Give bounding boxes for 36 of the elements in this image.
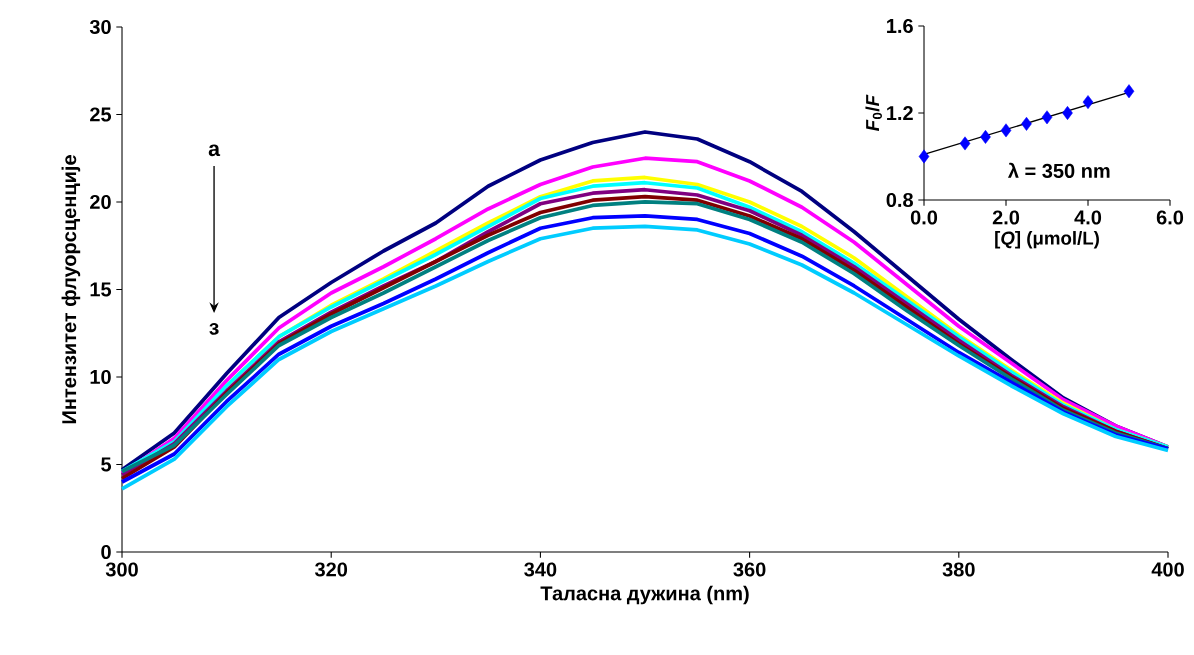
point: [1021, 116, 1032, 131]
y-tick-label: 0.8: [886, 192, 913, 208]
x-tick-label: 300: [105, 562, 138, 577]
y-tick-label: 1.2: [887, 106, 913, 120]
x-axis-title: [Q] (μmol/L): [995, 231, 1099, 249]
x-tick-label: 380: [942, 562, 975, 577]
point: [980, 129, 991, 144]
x-tick-label: 6.0: [1156, 210, 1184, 225]
y-tick-label: 5: [101, 457, 112, 472]
annotation: λ = 350 nm: [1007, 162, 1110, 179]
point: [1123, 84, 1135, 99]
annotation: з: [209, 323, 219, 335]
y-axis-title: F$_{0}$/F: [865, 94, 882, 132]
x-tick-label: 320: [314, 562, 348, 577]
x-tick-label: 2.0: [992, 210, 1020, 225]
point: [1041, 110, 1053, 125]
y-axis-title: Интензитет флуорсценције: [61, 155, 81, 424]
x-tick-label: 4.0: [1074, 210, 1102, 225]
y-tick-label: 1.6: [887, 18, 913, 34]
x-tick-label: 360: [733, 562, 766, 577]
x-tick-label: 400: [1151, 562, 1184, 577]
point: [1000, 123, 1012, 138]
y-tick-label: 15: [90, 282, 112, 297]
y-tick-label: 10: [90, 369, 111, 385]
point: [1082, 95, 1094, 110]
y-tick-label: 0: [101, 544, 111, 560]
x-tick-label: 0.0: [910, 210, 938, 225]
point: [959, 136, 971, 151]
y-tick-label: 30: [89, 19, 111, 35]
annotation: а: [208, 144, 221, 157]
y-tick-label: 20: [90, 194, 111, 210]
x-tick-label: 340: [524, 562, 557, 577]
y-tick-label: 25: [90, 107, 112, 122]
point: [918, 149, 930, 164]
point: [1062, 106, 1073, 120]
x-axis-title: Таласна дужина (nm): [540, 585, 749, 605]
